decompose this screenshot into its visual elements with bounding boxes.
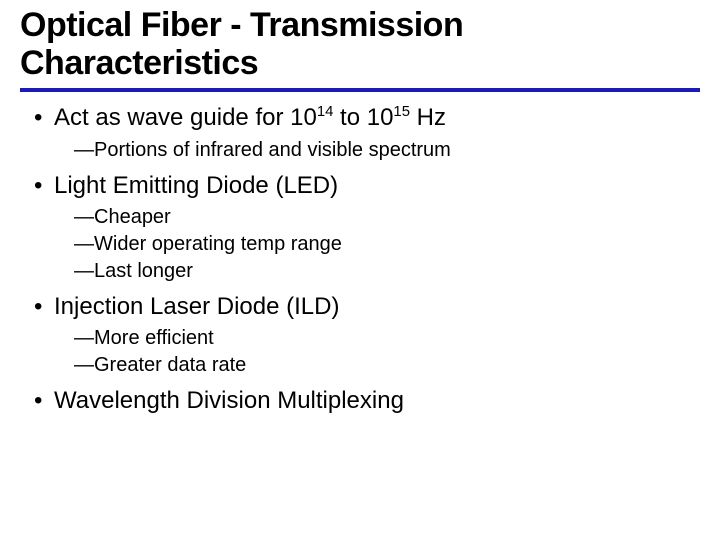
- bullet-text: Injection Laser Diode (ILD): [54, 293, 339, 320]
- sub-bullet-list: —More efficient—Greater data rate: [54, 325, 700, 379]
- sub-bullet-item: —More efficient: [74, 325, 700, 352]
- bullet-text: Wavelength Division Multiplexing: [54, 387, 404, 414]
- sub-bullet-text: —Cheaper: [74, 204, 171, 231]
- sub-bullet-list: —Cheaper—Wider operating temp range—Last…: [54, 204, 700, 285]
- title-rule: [20, 88, 700, 92]
- sub-bullet-text: —Last longer: [74, 258, 193, 285]
- superscript: 14: [317, 104, 334, 120]
- slide: Optical Fiber - Transmission Characteris…: [0, 0, 720, 540]
- sub-bullet-text: —More efficient: [74, 325, 214, 352]
- slide-title: Optical Fiber - Transmission Characteris…: [20, 6, 700, 82]
- sub-bullet-text: —Greater data rate: [74, 352, 246, 379]
- sub-bullet-text: —Wider operating temp range: [74, 231, 342, 258]
- bullet-item: Act as wave guide for 1014 to 1015 Hz —Po…: [32, 102, 700, 163]
- sub-bullet-item: —Last longer: [74, 258, 700, 285]
- sub-bullet-text: —Portions of infrared and visible spectr…: [74, 137, 451, 164]
- sub-bullet-item: —Cheaper: [74, 204, 700, 231]
- sub-bullet-item: —Greater data rate: [74, 352, 700, 379]
- bullet-item: Light Emitting Diode (LED) —Cheaper—Wider…: [32, 170, 700, 285]
- bullet-text: Light Emitting Diode (LED): [54, 172, 338, 199]
- sub-bullet-item: —Portions of infrared and visible spectr…: [74, 137, 700, 164]
- bullet-item: Wavelength Division Multiplexing: [32, 385, 700, 417]
- sub-bullet-item: —Wider operating temp range: [74, 231, 700, 258]
- bullet-text: Act as wave guide for 1014 to 1015 Hz: [54, 104, 446, 131]
- bullet-list: Act as wave guide for 1014 to 1015 Hz —Po…: [20, 102, 700, 418]
- superscript: 15: [393, 104, 410, 120]
- bullet-item: Injection Laser Diode (ILD) —More efficie…: [32, 291, 700, 379]
- sub-bullet-list: —Portions of infrared and visible spectr…: [54, 137, 700, 164]
